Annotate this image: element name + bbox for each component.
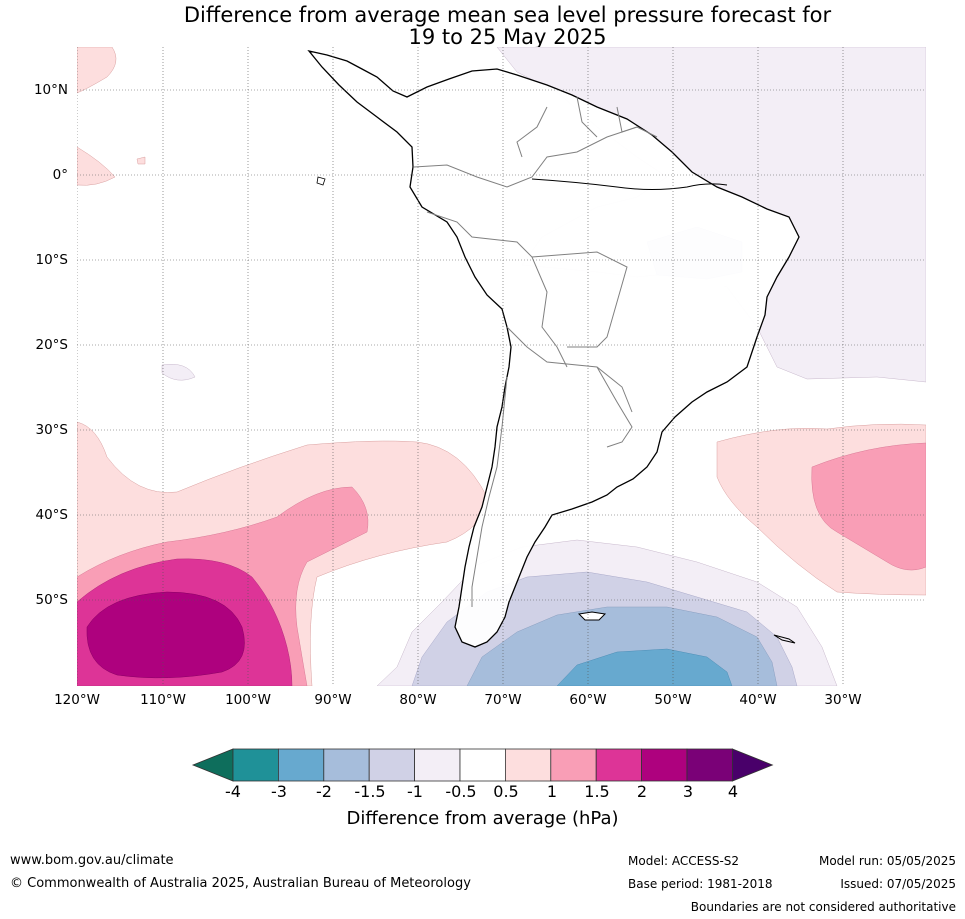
cb-tick: -4 [225, 782, 241, 801]
cb-tick: 1.5 [584, 782, 610, 801]
lon-label-40w: 40°W [739, 692, 777, 708]
colorbar-cell [278, 748, 325, 782]
colorbar-cell [686, 748, 733, 782]
map-title: Difference from average mean sea level p… [0, 4, 965, 48]
footer-model: Model: ACCESS-S2 [628, 854, 740, 868]
anomaly-fill-positive [77, 47, 926, 686]
lon-label-60w: 60°W [569, 692, 607, 708]
colorbar [191, 748, 774, 782]
colorbar-cell [368, 748, 415, 782]
footer-model-run: Model run: 05/05/2025 [818, 854, 956, 868]
lon-label-30w: 30°W [824, 692, 862, 708]
graticule [77, 47, 926, 686]
lat-label-10n: 10°N [33, 82, 68, 98]
cb-tick: 0.5 [493, 782, 519, 801]
lon-label-110w: 110°W [140, 692, 186, 708]
south-america-land [307, 49, 800, 648]
title-line-2: 19 to 25 May 2025 [408, 25, 607, 49]
lat-label-40s: 40°S [35, 507, 69, 523]
colorbar-cell [414, 748, 461, 782]
cb-tick: 3 [682, 782, 694, 801]
footer-base-period: Base period: 1981-2018 [628, 877, 773, 891]
footer-url[interactable]: www.bom.gov.au/climate [10, 853, 174, 868]
colorbar-cell [641, 748, 688, 782]
cb-tick: -2 [316, 782, 332, 801]
colorbar-label: Difference from average (hPa) [346, 808, 619, 829]
colorbar-cell [595, 748, 643, 782]
lon-label-120w: 120°W [54, 692, 100, 708]
colorbar-extend-high [732, 748, 774, 782]
cb-tick: -0.5 [445, 782, 477, 801]
lon-label-80w: 80°W [399, 692, 437, 708]
cb-tick: -1 [407, 782, 423, 801]
lon-label-70w: 70°W [484, 692, 522, 708]
cb-tick: 4 [727, 782, 739, 801]
footer-copyright: © Commonwealth of Australia 2025, Austra… [10, 876, 471, 891]
colorbar-cell [550, 748, 597, 782]
cb-tick: 2 [636, 782, 648, 801]
lat-label-0: 0° [52, 167, 68, 183]
pressure-anomaly-map [77, 47, 926, 686]
cb-tick: 1 [546, 782, 558, 801]
lon-label-50w: 50°W [654, 692, 692, 708]
footer-disclaimer: Boundaries are not considered authoritat… [690, 900, 956, 914]
lon-label-100w: 100°W [225, 692, 271, 708]
colorbar-extend-low [191, 748, 234, 782]
colorbar-cell [323, 748, 370, 782]
lat-label-30s: 30°S [35, 422, 69, 438]
colorbar-cell [232, 748, 279, 782]
lat-label-10s: 10°S [35, 252, 69, 268]
lat-label-20s: 20°S [35, 337, 69, 353]
title-line-1: Difference from average mean sea level p… [183, 3, 832, 27]
lat-label-50s: 50°S [35, 592, 69, 608]
cb-tick: -1.5 [354, 782, 386, 801]
cb-tick: -3 [271, 782, 287, 801]
lon-label-90w: 90°W [314, 692, 352, 708]
colorbar-cell [459, 748, 506, 782]
footer-issued: Issued: 07/05/2025 [840, 877, 956, 891]
colorbar-cell [504, 748, 552, 782]
